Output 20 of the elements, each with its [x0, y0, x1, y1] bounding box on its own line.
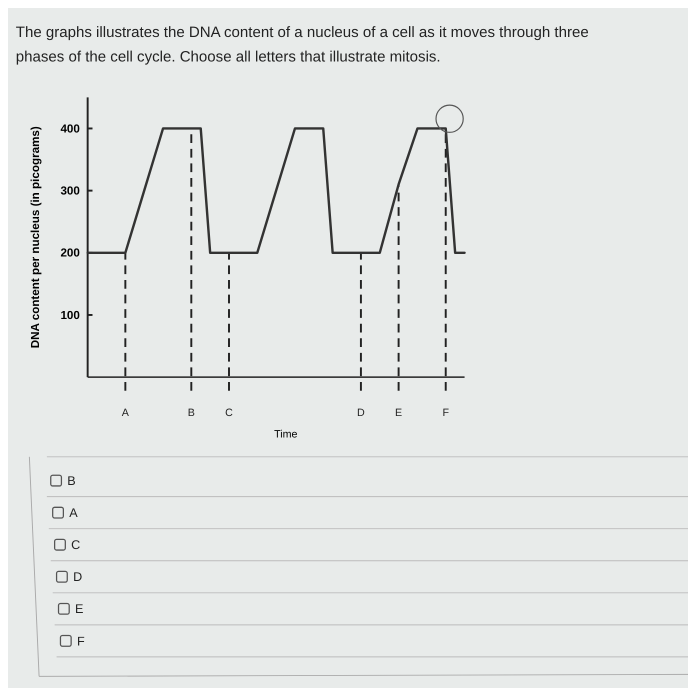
x-tick-label: C — [225, 407, 234, 419]
y-axis-title: DNA content per nucleus (in picograms) — [29, 126, 42, 348]
chart-title: The graphs illustrates the DNA content of a nucleus of a cell as it moves through three phases of the cell cycle. Choose all letters that illustrate mitosis. — [16, 24, 589, 66]
line-series — [86, 127, 466, 254]
y-tick-label: 400 — [60, 122, 80, 136]
text: C — [71, 538, 80, 552]
text: A — [69, 506, 78, 520]
text: E — [75, 602, 84, 616]
text: D — [73, 570, 82, 584]
x-axis-title: Time — [274, 428, 298, 440]
y-tick-label: 100 — [60, 308, 80, 322]
x-tick-label: D — [357, 407, 366, 419]
x-tick-label: E — [395, 407, 402, 419]
y-tick-label: 300 — [60, 184, 80, 198]
text: F — [76, 634, 85, 648]
x-tick-label: B — [188, 407, 195, 419]
y-tick-label: 200 — [60, 246, 80, 260]
x-tick-label: A — [122, 407, 130, 419]
x-tick-label: F — [442, 407, 450, 419]
text: B — [67, 474, 76, 488]
